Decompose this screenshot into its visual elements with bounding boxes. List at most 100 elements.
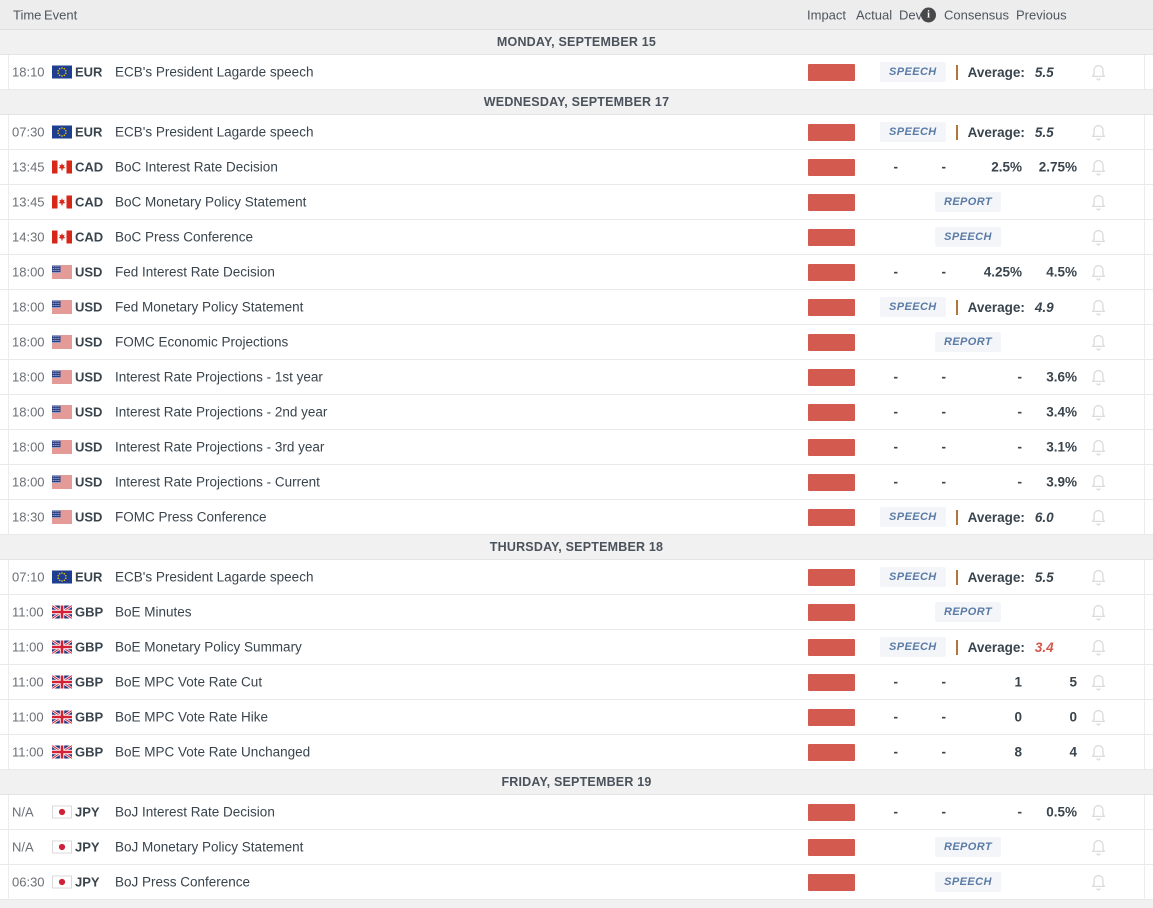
event-row[interactable]: 14:30 CAD BoC Press Conference SPEECH <box>0 220 1153 255</box>
consensus-value: - <box>1017 474 1023 490</box>
previous-value: 5 <box>1069 674 1077 690</box>
event-row[interactable]: 11:00 GBP BoE MPC Vote Rate Hike - - 0 0 <box>0 700 1153 735</box>
bell-icon[interactable] <box>1088 226 1108 248</box>
currency-code: JPY <box>75 839 100 855</box>
event-title[interactable]: BoJ Press Conference <box>115 874 251 890</box>
event-title[interactable]: BoC Press Conference <box>115 229 254 245</box>
consensus-value: 0 <box>1014 709 1022 725</box>
flag-us-icon <box>52 265 72 279</box>
event-title[interactable]: BoE Monetary Policy Summary <box>115 639 302 655</box>
bell-icon[interactable] <box>1088 836 1108 858</box>
event-title[interactable]: ECB's President Lagarde speech <box>115 64 314 80</box>
bell-icon[interactable] <box>1088 121 1108 143</box>
event-row[interactable]: 11:00 GBP BoE MPC Vote Rate Cut - - 1 5 <box>0 665 1153 700</box>
actual-value: - <box>893 804 899 820</box>
event-title[interactable]: BoE MPC Vote Rate Unchanged <box>115 744 311 760</box>
event-row[interactable]: 11:00 GBP BoE Minutes REPORT <box>0 595 1153 630</box>
event-type-badge: SPEECH <box>880 507 946 527</box>
average-separator <box>955 569 958 585</box>
event-row[interactable]: N/A JPY BoJ Interest Rate Decision - - -… <box>0 795 1153 830</box>
flag-ca-icon <box>52 160 72 174</box>
event-row[interactable]: 18:00 USD Interest Rate Projections - 3r… <box>0 430 1153 465</box>
event-type-badge: SPEECH <box>880 62 946 82</box>
bell-icon[interactable] <box>1088 471 1108 493</box>
column-label-previous: Previous <box>1016 7 1067 22</box>
bell-icon[interactable] <box>1088 156 1108 178</box>
bell-icon[interactable] <box>1088 436 1108 458</box>
event-title[interactable]: BoJ Interest Rate Decision <box>115 804 275 820</box>
bell-icon[interactable] <box>1088 401 1108 423</box>
event-row[interactable]: 11:00 GBP BoE Monetary Policy Summary SP… <box>0 630 1153 665</box>
currency-code: USD <box>75 404 103 420</box>
bell-icon[interactable] <box>1088 331 1108 353</box>
average-label: Average: <box>967 639 1025 655</box>
previous-value: 3.6% <box>1046 369 1077 385</box>
event-row[interactable]: N/A JPY BoJ Monetary Policy Statement RE… <box>0 830 1153 865</box>
dev-value: - <box>941 474 947 490</box>
event-title[interactable]: BoC Interest Rate Decision <box>115 159 278 175</box>
dev-value: - <box>941 439 947 455</box>
bell-icon[interactable] <box>1088 506 1108 528</box>
impact-high-bar <box>808 159 855 176</box>
event-row[interactable]: 18:00 USD Fed Interest Rate Decision - -… <box>0 255 1153 290</box>
event-title[interactable]: FOMC Press Conference <box>115 509 267 525</box>
bell-icon[interactable] <box>1088 636 1108 658</box>
event-row[interactable]: 18:30 USD FOMC Press Conference SPEECH A… <box>0 500 1153 535</box>
bell-icon[interactable] <box>1088 366 1108 388</box>
event-type-badge: REPORT <box>934 837 1002 857</box>
event-row[interactable]: 07:10 EUR ECB's President Lagarde speech… <box>0 560 1153 595</box>
event-title[interactable]: ECB's President Lagarde speech <box>115 569 314 585</box>
bell-icon[interactable] <box>1088 566 1108 588</box>
event-row[interactable]: 18:00 USD Interest Rate Projections - 1s… <box>0 360 1153 395</box>
event-title[interactable]: BoE MPC Vote Rate Hike <box>115 709 269 725</box>
impact-high-bar <box>808 64 855 81</box>
event-title[interactable]: BoC Monetary Policy Statement <box>115 194 307 210</box>
dev-value: - <box>941 804 947 820</box>
flag-us-icon <box>52 370 72 384</box>
event-row[interactable]: 18:00 USD Interest Rate Projections - 2n… <box>0 395 1153 430</box>
day-separator: THURSDAY, SEPTEMBER 18 <box>0 535 1153 560</box>
event-row[interactable]: 06:30 JPY BoJ Press Conference SPEECH <box>0 865 1153 900</box>
bell-icon[interactable] <box>1088 61 1108 83</box>
bell-icon[interactable] <box>1088 801 1108 823</box>
event-time: 11:00 <box>12 639 44 655</box>
event-row[interactable]: 18:00 USD FOMC Economic Projections REPO… <box>0 325 1153 360</box>
bell-icon[interactable] <box>1088 706 1108 728</box>
average-group: SPEECH Average: 5.5 <box>880 567 1054 587</box>
event-row[interactable]: 18:10 EUR ECB's President Lagarde speech… <box>0 55 1153 90</box>
event-title[interactable]: ECB's President Lagarde speech <box>115 124 314 140</box>
bell-icon[interactable] <box>1088 871 1108 893</box>
bell-icon[interactable] <box>1088 261 1108 283</box>
flag-us-icon <box>52 475 72 489</box>
event-row[interactable]: 07:30 EUR ECB's President Lagarde speech… <box>0 115 1153 150</box>
event-title[interactable]: Fed Monetary Policy Statement <box>115 299 304 315</box>
event-title[interactable]: Fed Interest Rate Decision <box>115 264 275 280</box>
bell-icon[interactable] <box>1088 671 1108 693</box>
info-icon[interactable]: i <box>921 7 936 22</box>
event-title[interactable]: Interest Rate Projections - 1st year <box>115 369 323 385</box>
bell-icon[interactable] <box>1088 191 1108 213</box>
day-separator-label: MONDAY, SEPTEMBER 15 <box>496 35 657 49</box>
event-row[interactable]: 13:45 CAD BoC Monetary Policy Statement … <box>0 185 1153 220</box>
event-title[interactable]: BoE MPC Vote Rate Cut <box>115 674 263 690</box>
event-row[interactable]: 13:45 CAD BoC Interest Rate Decision - -… <box>0 150 1153 185</box>
bell-icon[interactable] <box>1088 741 1108 763</box>
event-row[interactable]: 11:00 GBP BoE MPC Vote Rate Unchanged - … <box>0 735 1153 770</box>
event-time: 13:45 <box>12 194 45 210</box>
average-separator <box>955 299 958 315</box>
event-title[interactable]: Interest Rate Projections - Current <box>115 474 320 490</box>
bell-icon[interactable] <box>1088 296 1108 318</box>
event-row[interactable]: 18:00 USD Fed Monetary Policy Statement … <box>0 290 1153 325</box>
flag-gb-icon <box>52 745 72 759</box>
currency-code: JPY <box>75 804 100 820</box>
currency-code: USD <box>75 334 103 350</box>
event-title[interactable]: BoE Minutes <box>115 604 192 620</box>
event-title[interactable]: Interest Rate Projections - 3rd year <box>115 439 325 455</box>
event-title[interactable]: Interest Rate Projections - 2nd year <box>115 404 328 420</box>
event-row[interactable]: 18:00 USD Interest Rate Projections - Cu… <box>0 465 1153 500</box>
event-title[interactable]: FOMC Economic Projections <box>115 334 289 350</box>
average-separator <box>955 509 958 525</box>
flag-us-icon <box>52 510 72 524</box>
event-title[interactable]: BoJ Monetary Policy Statement <box>115 839 304 855</box>
bell-icon[interactable] <box>1088 601 1108 623</box>
